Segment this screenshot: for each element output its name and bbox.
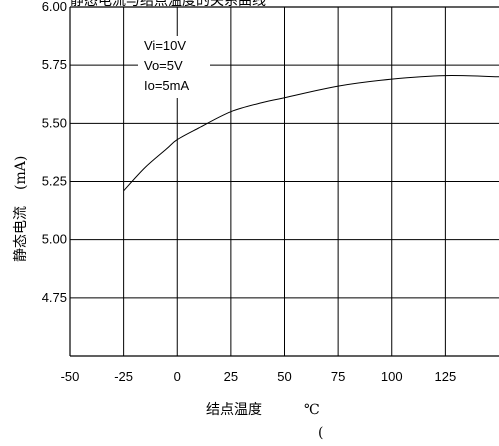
annotation-box	[138, 36, 210, 98]
y-tick-labels: 4.75 5.00 5.25 5.50 5.75 6.00	[42, 0, 67, 305]
x-axis-label-extra: (	[318, 425, 323, 441]
y-axis-label: 静态电流	[13, 206, 29, 262]
annotation-vi: Vi=10V	[144, 38, 186, 53]
x-tick-label: -25	[114, 369, 133, 384]
x-tick-label: 100	[381, 369, 403, 384]
x-tick-label: 50	[277, 369, 291, 384]
y-tick-label: 6.00	[42, 0, 67, 14]
x-tick-label: 75	[331, 369, 345, 384]
y-tick-label: 4.75	[42, 290, 67, 305]
y-tick-label: 5.50	[42, 115, 67, 130]
y-tick-label: 5.00	[42, 232, 67, 247]
x-tick-labels: -50 -25 0 25 50 75 100 125	[61, 369, 457, 384]
x-axis-unit: ℃	[304, 402, 320, 418]
x-tick-label: 0	[174, 369, 181, 384]
plot-frame	[69, 6, 499, 357]
annotation-io: Io=5mA	[144, 78, 189, 93]
x-tick-label: -50	[61, 369, 80, 384]
y-tick-label: 5.75	[42, 57, 67, 72]
x-tick-label: 25	[224, 369, 238, 384]
x-tick-label: 125	[435, 369, 457, 384]
annotation-vo: Vo=5V	[144, 58, 183, 73]
x-axis-label: 结点温度	[206, 402, 262, 418]
grid	[70, 7, 499, 356]
chart-title: 静态电流与结点温度的关系曲线	[70, 0, 266, 9]
y-axis-unit: (mA)	[13, 156, 29, 190]
y-tick-label: 5.25	[42, 174, 67, 189]
series-line	[123, 75, 499, 192]
